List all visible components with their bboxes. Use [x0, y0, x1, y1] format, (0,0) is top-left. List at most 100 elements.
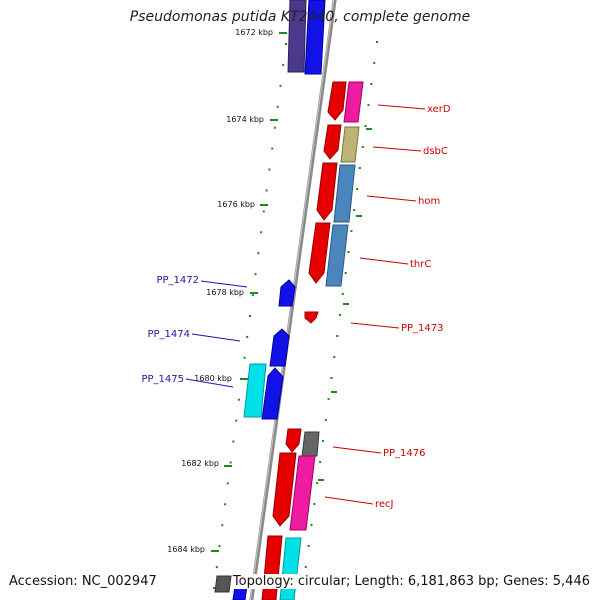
gene-recj-feature[interactable] — [272, 452, 297, 527]
gene-label-dsbc[interactable]: dsbC — [423, 146, 448, 157]
forward-leader-lines — [185, 280, 248, 388]
gene-label-recj[interactable]: recJ — [375, 499, 394, 510]
track-dot — [265, 189, 268, 192]
gene-pp1476-feature-b[interactable] — [301, 431, 320, 457]
track-dot — [310, 524, 313, 526]
gene-recj-partner[interactable] — [289, 455, 316, 531]
track-dot — [319, 461, 322, 463]
track-dot — [344, 272, 347, 274]
track-dot — [330, 377, 333, 379]
track-dot — [251, 294, 254, 297]
track-dot — [254, 273, 257, 276]
gene-pp1475-feature-b[interactable] — [261, 367, 284, 420]
track-dot — [249, 315, 251, 317]
track-dot — [282, 63, 285, 66]
gene-label-pp1474[interactable]: PP_1474 — [147, 329, 190, 340]
track-dot — [324, 419, 327, 421]
forward-gene-features — [214, 0, 326, 600]
track-dot — [218, 545, 221, 548]
track-dot — [246, 335, 249, 338]
track-dot — [353, 209, 356, 211]
outer-scale-ticks — [318, 128, 372, 481]
track-dot — [313, 503, 316, 505]
map-title: Pseudomonas putida KT2440, complete geno… — [129, 9, 471, 25]
scale-labels: 1672 kbp 1674 kbp 1676 kbp 1678 kbp 1680… — [167, 28, 273, 554]
scale-label-1678: 1678 kbp — [206, 288, 244, 297]
gene-label-pp1476[interactable]: PP_1476 — [383, 448, 426, 459]
gene-hom-partner[interactable] — [333, 164, 356, 223]
gene-label-xerd[interactable]: xerD — [427, 104, 451, 115]
scale-label-1680: 1680 kbp — [194, 374, 232, 383]
track-dot — [367, 104, 370, 106]
gene-lower-red-feature[interactable] — [261, 535, 283, 600]
track-dot — [358, 167, 361, 169]
scale-label-1672: 1672 kbp — [235, 28, 273, 37]
track-dot — [333, 356, 336, 358]
track-dot — [268, 168, 271, 171]
track-dot — [327, 398, 330, 400]
gene-thrc-partner[interactable] — [325, 224, 349, 287]
gene-label-pp1475[interactable]: PP_1475 — [141, 374, 184, 385]
forward-gene-labels: PP_1472 PP_1474 PP_1475 — [141, 275, 199, 385]
track-dot — [257, 252, 260, 255]
gene-dsbc-feature[interactable] — [323, 124, 342, 160]
reverse-gene-labels: xerD dsbC hom thrC PP_1473 PP_1476 recJ — [375, 104, 451, 510]
gene-thrc-feature[interactable] — [308, 222, 331, 284]
gene-block-upper-b[interactable] — [304, 0, 326, 75]
track-dot — [213, 587, 215, 589]
track-dot — [260, 231, 263, 234]
track-dot — [221, 524, 224, 527]
gene-xerd-feature[interactable] — [327, 81, 347, 121]
track-dot — [336, 335, 339, 337]
gene-dsbc-partner[interactable] — [340, 126, 360, 163]
scale-label-1676: 1676 kbp — [217, 200, 255, 209]
track-dot — [276, 105, 279, 108]
gene-label-thrc[interactable]: thrC — [410, 259, 431, 270]
gene-pp1473-feature[interactable] — [304, 311, 319, 324]
track-dot — [215, 566, 218, 569]
gene-pp1472-feature[interactable] — [278, 279, 296, 307]
gene-block-upper-a[interactable] — [287, 0, 307, 73]
track-dot — [285, 43, 287, 45]
track-dot — [370, 83, 373, 85]
gene-label-pp1472[interactable]: PP_1472 — [156, 275, 199, 286]
accession-text: Accession: NC_002947 — [9, 574, 157, 589]
gene-pp1474-feature[interactable] — [269, 328, 290, 367]
track-dot — [339, 314, 341, 316]
scale-label-1682: 1682 kbp — [181, 459, 219, 468]
scale-label-1674: 1674 kbp — [226, 115, 264, 124]
track-dot — [232, 440, 235, 443]
track-dot — [279, 84, 282, 87]
gene-pp1475-feature-a[interactable] — [243, 363, 267, 418]
track-dot — [224, 503, 227, 506]
track-dot — [237, 398, 240, 401]
track-dot — [347, 251, 350, 253]
track-dot — [243, 356, 246, 359]
scale-label-1684: 1684 kbp — [167, 545, 205, 554]
gene-label-pp1473[interactable]: PP_1473 — [401, 323, 444, 334]
gene-pp1476-feature-a[interactable] — [285, 428, 302, 453]
gene-hom-feature[interactable] — [316, 162, 338, 221]
track-dot — [361, 146, 364, 148]
track-dot — [271, 147, 274, 150]
track-dot — [304, 566, 307, 568]
gene-block-lower-a[interactable] — [214, 575, 232, 593]
track-dot — [307, 545, 310, 547]
track-dot — [273, 126, 276, 129]
outer-dotted-track — [302, 41, 378, 589]
gene-label-hom[interactable]: hom — [418, 196, 440, 207]
reverse-leader-lines — [324, 104, 426, 505]
gene-xerd-partner[interactable] — [343, 81, 364, 123]
track-dot — [226, 482, 229, 485]
track-dot — [356, 188, 359, 190]
track-dot — [341, 293, 344, 295]
track-dot — [235, 419, 238, 422]
track-dot — [229, 461, 232, 464]
track-dot — [373, 62, 376, 64]
track-dot — [376, 41, 378, 43]
track-dot — [321, 440, 324, 442]
gene-lower-cyan-feature[interactable] — [279, 537, 302, 600]
track-dot — [316, 482, 319, 484]
